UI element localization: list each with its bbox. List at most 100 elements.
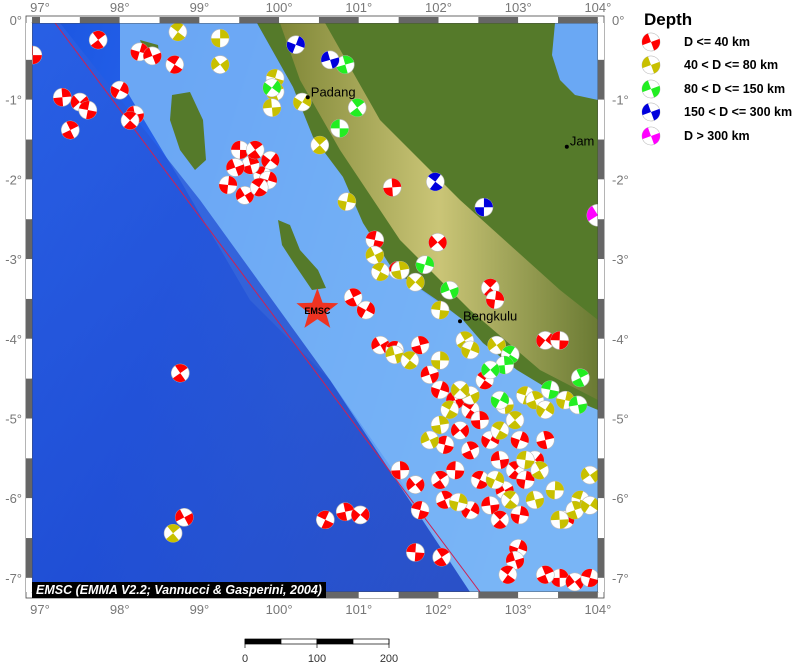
- city-label: Jam: [570, 134, 595, 149]
- focal-mechanism-shallow: [365, 230, 385, 250]
- focal-mechanism-shallow: [470, 410, 490, 430]
- focal-mechanism-deep: [490, 390, 510, 410]
- legend-label: D <= 40 km: [684, 34, 751, 49]
- focal-mechanism-intermediate: [550, 510, 569, 530]
- focal-mechanism-intermediate: [516, 450, 535, 470]
- focal-mechanism-shallow: [32, 45, 43, 65]
- right-lat-label: -4°: [612, 332, 629, 347]
- focal-mechanism-shallow: [445, 461, 465, 480]
- focal-mechanism-deep: [347, 98, 367, 117]
- focal-mechanism-deep: [495, 355, 514, 375]
- legend-item: 40 < D <= 80 km: [640, 54, 792, 78]
- focal-mechanism-intermediate: [505, 410, 525, 430]
- focal-mechanism-intermediate: [490, 421, 510, 440]
- right-lat-label: -7°: [612, 571, 629, 586]
- depth-legend: Depth D <= 40 km 40 < D <= 80 km 80 < D <=…: [640, 10, 792, 148]
- legend-item: D > 300 km: [640, 124, 792, 148]
- focal-mechanism-shallow: [432, 547, 451, 567]
- right-lat-label: -2°: [612, 172, 629, 187]
- focal-mechanism-intermediate: [420, 430, 440, 450]
- scale-label: 0: [242, 653, 248, 663]
- top-lon-label: 97°: [30, 0, 50, 15]
- focal-mechanism-shallow: [143, 46, 162, 66]
- sipora-pagai-islands: [278, 220, 326, 290]
- focal-mechanism-shallow: [535, 430, 555, 450]
- focal-mechanism-shallow: [335, 502, 355, 522]
- focal-mechanism-shallow: [510, 430, 530, 450]
- focal-mechanism-intermediate: [449, 492, 468, 512]
- scale-bar: 0 100 200: [242, 638, 398, 663]
- legend-label: D > 300 km: [684, 128, 750, 143]
- left-lat-label: -5°: [5, 412, 22, 427]
- epicenter-star-icon: [296, 288, 339, 328]
- focal-mechanism-shallow: [351, 505, 370, 525]
- city-label: Padang: [311, 84, 356, 99]
- focal-mechanism-intermediate: [565, 500, 585, 520]
- legend-item: 80 < D <= 150 km: [640, 77, 792, 101]
- focal-mechanism-shallow: [343, 288, 363, 307]
- top-lon-label: 98°: [110, 0, 130, 15]
- focal-mechanism-shallow: [410, 335, 430, 355]
- focal-mechanism-shallow: [382, 178, 402, 197]
- bottom-lon-label: 104°: [584, 602, 611, 617]
- malacca-water: [552, 23, 598, 100]
- city-marker: [305, 95, 310, 100]
- epicenter-layer: EMSC: [296, 288, 339, 328]
- focal-mechanism-intermediate: [530, 461, 550, 480]
- focal-mechanism-deep: [330, 119, 349, 138]
- focal-mechanism-shallow: [170, 363, 190, 383]
- top-lon-label: 100°: [266, 0, 293, 15]
- focal-mechanism-very-deep: [474, 197, 494, 217]
- bottom-lon-label: 97°: [30, 602, 50, 617]
- focal-mechanism-intermediate: [430, 415, 450, 435]
- top-lon-label: 102°: [425, 0, 452, 15]
- focal-mechanism-shallow: [485, 290, 505, 310]
- focal-mechanism-shallow: [550, 331, 569, 350]
- legend-item: 150 < D <= 300 km: [640, 101, 792, 125]
- focal-mechanism-shallow: [225, 158, 245, 177]
- focal-mechanism-intermediate: [365, 245, 385, 265]
- focal-mechanism-deep: [568, 395, 588, 415]
- focal-mechanism-shallow: [481, 496, 500, 515]
- focal-mechanism-shallow: [430, 380, 450, 400]
- focal-mechanism-shallow: [490, 450, 510, 470]
- cities-layer: Padang Bengkulu Jam: [305, 84, 595, 324]
- top-lon-label: 103°: [505, 0, 532, 15]
- focal-mechanism-intermediate: [337, 192, 357, 212]
- focal-mechanism-intermediate: [430, 300, 450, 320]
- focal-mechanism-deep: [571, 368, 590, 388]
- left-lat-label: -2°: [5, 172, 22, 187]
- focal-mechanism-shallow: [110, 80, 129, 100]
- focal-mechanism-shallow: [410, 500, 430, 520]
- focal-mechanism-intermediate: [450, 380, 470, 400]
- focal-mechanism-shallow: [218, 175, 238, 195]
- focal-mechanism-shallow: [510, 505, 530, 525]
- focal-mechanism-shallow: [505, 551, 525, 570]
- right-lat-label: -5°: [612, 412, 629, 427]
- focal-mechanism-shallow: [53, 88, 72, 107]
- focal-mechanism-deep: [540, 380, 560, 400]
- focal-mechanism-intermediate: [487, 335, 506, 355]
- left-lat-label: -3°: [5, 252, 22, 267]
- bottom-lon-label: 98°: [110, 602, 130, 617]
- focal-mechanism-shallow: [580, 568, 598, 588]
- abyssal-plain: [32, 23, 470, 592]
- focal-mechanism-intermediate: [168, 23, 188, 42]
- bottom-lon-label: 100°: [266, 602, 293, 617]
- focal-mechanism-shallow: [470, 470, 490, 490]
- scale-segment: [316, 638, 354, 645]
- right-lat-label: -6°: [612, 491, 629, 506]
- city-marker: [458, 319, 463, 324]
- focal-mechanism-intermediate: [440, 400, 459, 420]
- focal-mechanism-shallow: [230, 140, 250, 160]
- beachball-icon: [641, 32, 661, 52]
- right-lat-label: -3°: [612, 252, 629, 267]
- focal-mechanism-intermediate: [485, 470, 505, 490]
- left-lat-label: -7°: [5, 571, 22, 586]
- focal-mechanism-shallow: [450, 421, 470, 440]
- scale-label: 100: [308, 653, 326, 663]
- legend-beachball-icon: [641, 32, 661, 52]
- beachball-icon: [641, 102, 661, 122]
- graticule-labels: 97° 97° 98° 98° 99° 99° 100° 100° 101° 101° 102° 10…: [5, 0, 629, 617]
